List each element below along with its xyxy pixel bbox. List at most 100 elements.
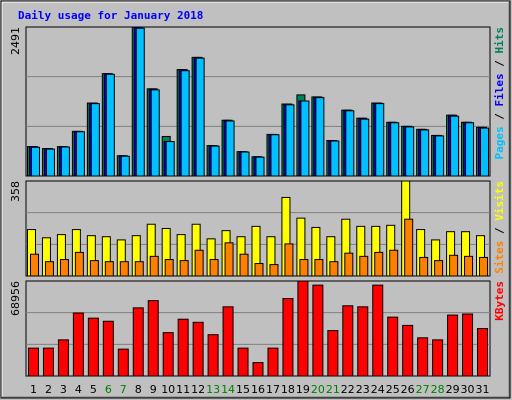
- bar: [387, 316, 399, 377]
- bar: [477, 328, 489, 377]
- bar: [162, 332, 174, 377]
- bar: [72, 312, 84, 377]
- bar: [59, 259, 69, 277]
- bar: [90, 103, 100, 177]
- legend-separator: /: [493, 107, 506, 127]
- y-max-label: 2491: [9, 27, 22, 55]
- bar: [177, 318, 189, 377]
- bar: [105, 73, 115, 177]
- bar: [344, 252, 354, 277]
- bar: [29, 253, 39, 277]
- bar: [192, 321, 204, 377]
- x-tick-label: 22: [341, 383, 355, 396]
- x-tick-label: 19: [296, 383, 310, 396]
- bar: [120, 155, 130, 177]
- bar: [450, 115, 460, 177]
- x-tick-label: 3: [60, 383, 67, 396]
- bar: [147, 300, 159, 377]
- bar: [269, 264, 279, 277]
- bar: [284, 243, 294, 277]
- bar: [209, 259, 219, 277]
- bar: [434, 260, 444, 277]
- x-tick-label: 4: [75, 383, 82, 396]
- bar: [87, 317, 99, 377]
- x-tick-label: 18: [281, 383, 295, 396]
- bar: [89, 260, 99, 277]
- bar: [45, 148, 55, 177]
- bar: [180, 70, 190, 177]
- bar: [449, 254, 459, 277]
- legend-entry: Sites: [493, 241, 506, 274]
- legend: KBytes: [493, 281, 506, 321]
- legend-entry: Visits: [493, 181, 506, 221]
- x-tick-label: 11: [176, 383, 190, 396]
- bar: [195, 57, 205, 177]
- x-tick-label: 30: [461, 383, 475, 396]
- x-tick-label: 24: [371, 383, 385, 396]
- x-tick-label: 9: [150, 383, 157, 396]
- x-tick-label: 2: [45, 383, 52, 396]
- legend-entry: Hits: [493, 27, 506, 54]
- x-tick-label: 17: [266, 383, 280, 396]
- bar: [282, 298, 294, 377]
- bar: [57, 339, 69, 377]
- bar: [390, 122, 400, 177]
- bar: [330, 140, 340, 177]
- bar: [60, 146, 70, 177]
- bar: [342, 305, 354, 377]
- legend-entry: KBytes: [493, 281, 506, 321]
- bar: [104, 261, 114, 277]
- bar: [102, 320, 114, 377]
- bar: [435, 135, 445, 177]
- bar: [405, 126, 415, 177]
- bar: [164, 259, 174, 277]
- bar: [417, 337, 429, 377]
- bar: [345, 110, 355, 177]
- bar: [237, 347, 249, 377]
- x-tick-label: 7: [120, 383, 127, 396]
- legend: Pages / Files / Hits: [493, 27, 506, 160]
- x-tick-label: 27: [416, 383, 430, 396]
- bar: [149, 255, 159, 277]
- bar: [239, 253, 249, 277]
- legend-entry: Pages: [493, 126, 506, 159]
- bar: [119, 261, 129, 277]
- bar: [327, 330, 339, 377]
- bar: [480, 127, 490, 177]
- bar: [374, 251, 384, 277]
- x-tick-label: 31: [476, 383, 490, 396]
- bar: [300, 100, 310, 177]
- bar: [179, 260, 189, 277]
- bar: [240, 151, 250, 177]
- bar: [134, 261, 144, 277]
- bar: [299, 259, 309, 277]
- bar: [297, 280, 309, 377]
- x-tick-label: 20: [311, 383, 325, 396]
- bar: [255, 156, 265, 177]
- bar: [314, 259, 324, 277]
- x-tick-label: 26: [401, 383, 415, 396]
- x-tick-label: 21: [326, 383, 340, 396]
- x-tick-label: 28: [431, 383, 445, 396]
- x-tick-label: 6: [105, 383, 112, 396]
- bar: [135, 27, 145, 177]
- bar: [389, 249, 399, 277]
- x-tick-label: 14: [221, 383, 235, 396]
- x-tick-label: 8: [135, 383, 142, 396]
- x-tick-label: 25: [386, 383, 400, 396]
- bar: [252, 362, 264, 377]
- bar: [225, 120, 235, 177]
- bar: [194, 249, 204, 277]
- bar: [360, 118, 370, 177]
- bar: [447, 314, 459, 377]
- chart-title: Daily usage for January 2018: [18, 9, 203, 22]
- x-tick-label: 29: [446, 383, 460, 396]
- bar: [329, 261, 339, 277]
- bar: [432, 339, 444, 377]
- legend-separator: /: [493, 54, 506, 74]
- x-tick-label: 1: [30, 383, 37, 396]
- bar: [30, 146, 40, 177]
- bar: [165, 141, 175, 177]
- bar: [44, 261, 54, 277]
